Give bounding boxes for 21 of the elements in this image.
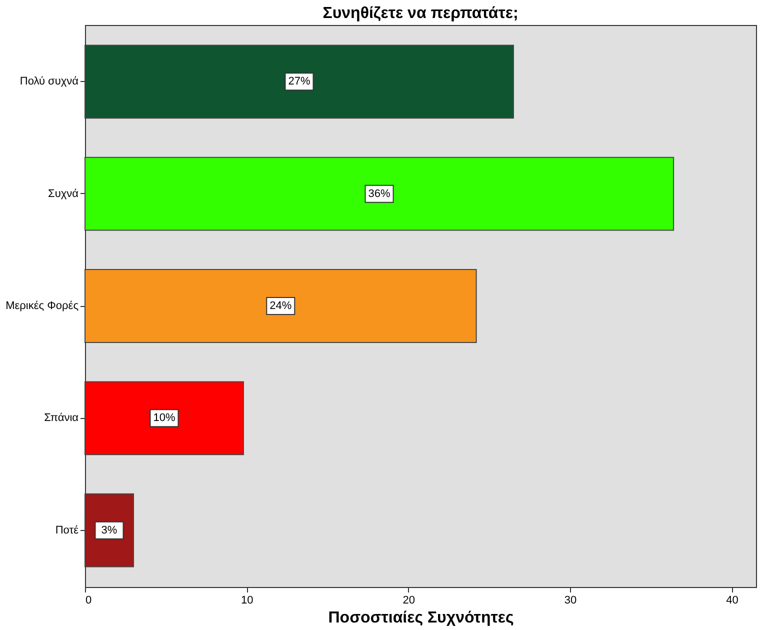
y-tick-label: Συχνά (48, 188, 80, 200)
x-tick-label: 0 (86, 594, 92, 606)
y-tick-label: Πολύ συχνά (20, 76, 80, 88)
data-label: 3% (101, 524, 118, 536)
x-axis-title: Ποσοστιαίες Συχνότητες (328, 610, 514, 626)
y-tick-label: Σπάνια (44, 412, 80, 424)
x-tick-label: 20 (402, 594, 415, 606)
x-tick-label: 10 (241, 594, 254, 606)
x-tick-label: 30 (564, 594, 577, 606)
data-label: 10% (153, 412, 176, 424)
bar (84, 269, 477, 343)
x-tick-label: 40 (726, 594, 738, 606)
y-tick-label: Ποτέ (55, 524, 79, 536)
chart-title: Συνηθίζετε να περπατάτε; (322, 5, 518, 22)
data-label: 36% (368, 188, 390, 200)
data-label: 24% (270, 300, 292, 312)
data-label: 27% (288, 76, 310, 88)
bar (84, 156, 674, 231)
y-tick-label: Μερικές Φορές (6, 300, 78, 312)
bar (84, 44, 514, 119)
bar (84, 381, 244, 456)
